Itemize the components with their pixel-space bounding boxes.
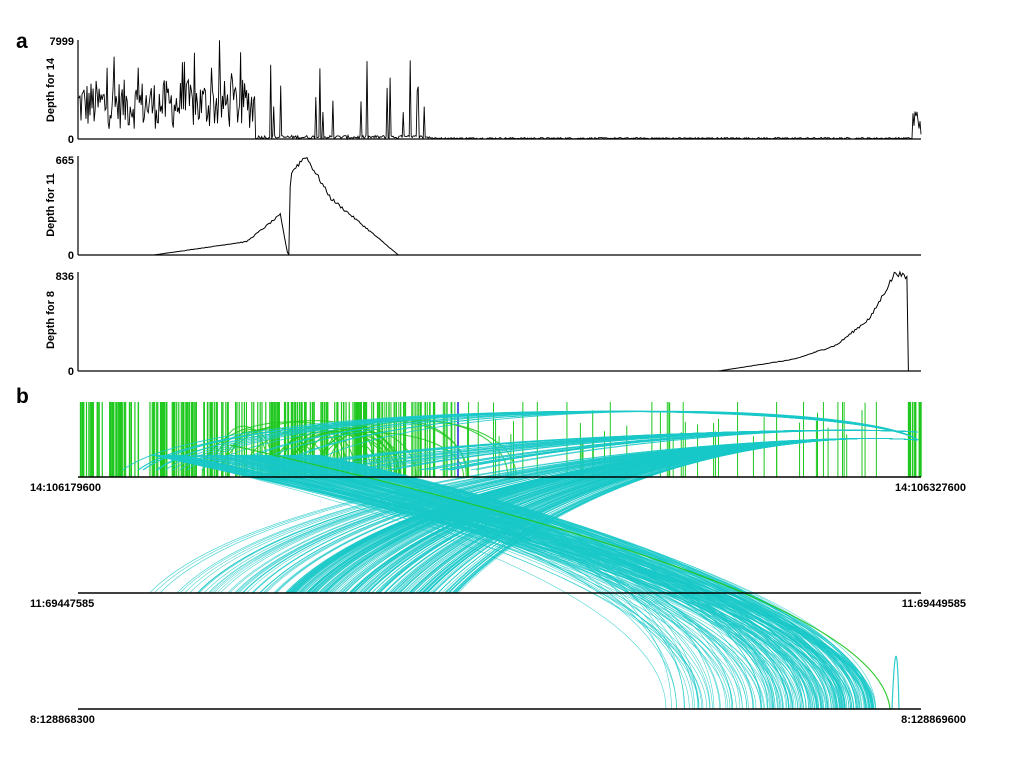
split-read-arc	[152, 454, 762, 710]
y-tick-max: 665	[56, 155, 74, 167]
split-read-arc	[237, 454, 804, 710]
depth-chart-11: 665 0 Depth for 11	[45, 155, 921, 262]
y-tick-zero: 0	[68, 366, 74, 378]
split-read-arc	[230, 454, 832, 710]
y-axis-title: Depth for 11	[45, 173, 57, 237]
depth-trace	[78, 270, 921, 372]
track-11-start-label: 11:69447585	[30, 598, 94, 610]
split-read-arcs	[122, 410, 919, 710]
y-tick-zero: 0	[68, 250, 74, 262]
split-read-arc	[142, 410, 919, 471]
split-read-arc	[160, 454, 838, 710]
depth-trace	[78, 156, 921, 256]
arc-diagram: 14:106179600 14:106327600 11:69447585 11…	[30, 402, 966, 726]
split-read-arc	[220, 454, 817, 710]
split-read-arc	[157, 454, 793, 710]
depth-trace	[77, 40, 922, 141]
y-axis-title: Depth for 8	[45, 291, 57, 349]
y-tick-max: 7999	[50, 36, 74, 48]
split-read-arc	[229, 444, 891, 710]
depth-chart-14: 7999 0 Depth for 14	[45, 36, 922, 146]
split-read-arc	[300, 410, 919, 471]
split-read-arc	[162, 454, 867, 710]
split-read-arc	[166, 454, 765, 710]
split-read-arc	[230, 454, 858, 710]
y-axis-title: Depth for 14	[45, 57, 57, 122]
split-read-arc	[175, 454, 762, 710]
split-read-arc	[181, 454, 748, 710]
split-read-arc	[314, 438, 919, 594]
split-read-arc	[891, 655, 900, 710]
track-11-end-label: 11:69449585	[902, 598, 966, 610]
track-8-start-label: 8:128868300	[30, 714, 95, 726]
panel-label-a: a	[16, 30, 28, 53]
split-read-arc	[196, 454, 838, 710]
panel-label-b: b	[16, 385, 29, 408]
y-tick-max: 836	[56, 271, 74, 283]
depth-chart-8: 836 0 Depth for 8	[45, 270, 921, 378]
split-read-arc	[239, 454, 845, 710]
split-read-arc	[204, 454, 790, 710]
track-14-end-label: 14:106327600	[895, 482, 966, 494]
track-14-start-label: 14:106179600	[30, 482, 101, 494]
y-tick-zero: 0	[68, 134, 74, 146]
split-read-arc	[257, 454, 857, 710]
split-read-arc	[385, 429, 919, 471]
track-8-end-label: 8:128869600	[901, 714, 966, 726]
